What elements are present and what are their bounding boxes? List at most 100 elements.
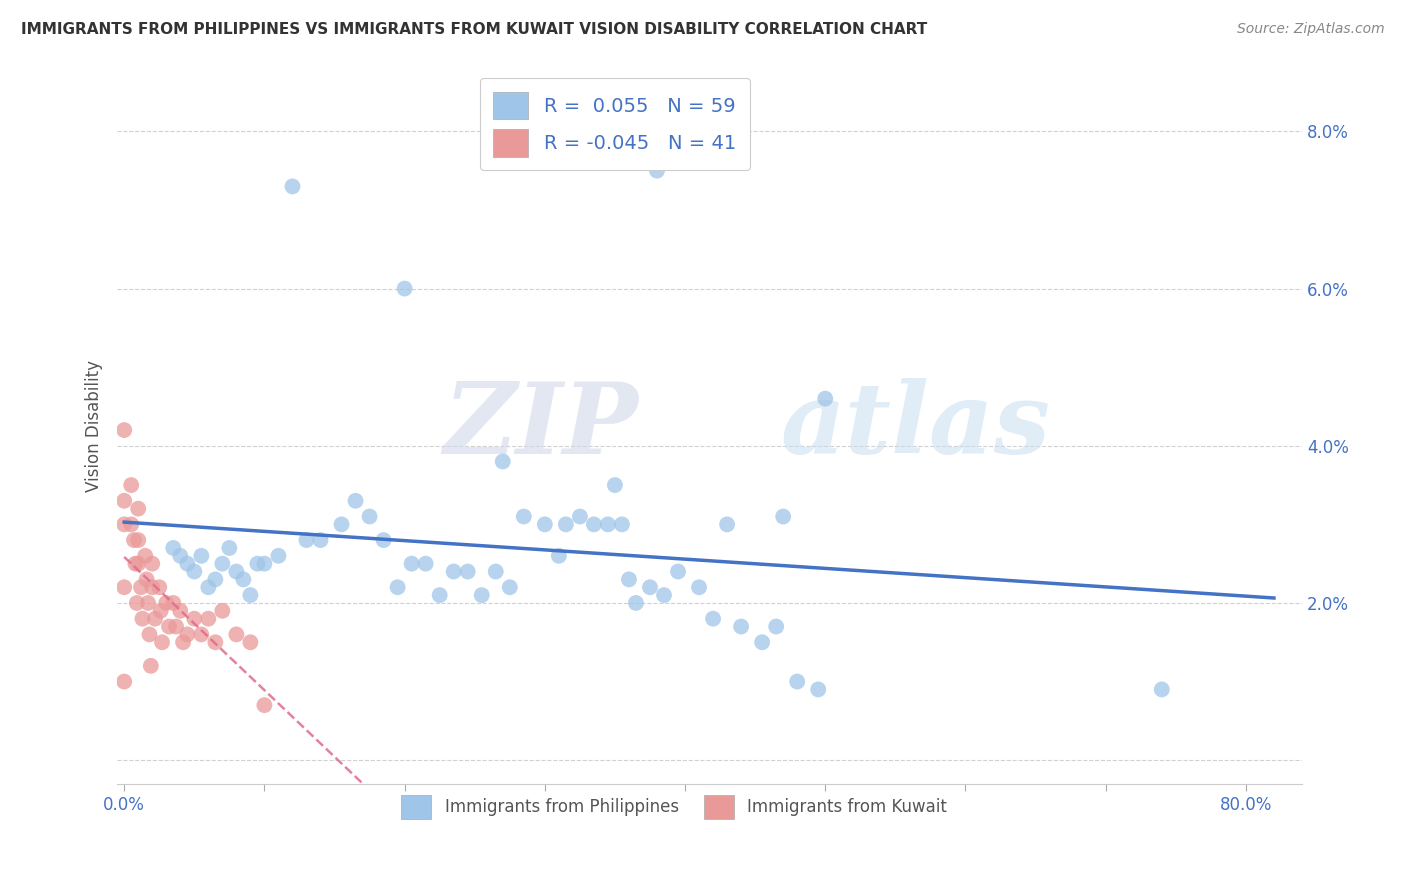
Point (443, 565, 465, 579)
Point (183, 565, 205, 579)
Point (211, 557, 233, 571)
Point (239, 588, 262, 602)
Point (218, 541, 240, 555)
Point (666, 565, 689, 579)
Point (190, 627, 212, 641)
Point (295, 533, 318, 547)
Point (330, 517, 353, 532)
Point (112, 674, 135, 689)
Point (136, 596, 159, 610)
Point (1150, 682, 1173, 697)
Text: ZIP: ZIP (443, 378, 638, 475)
Point (457, 565, 479, 579)
Point (141, 580, 163, 594)
Point (253, 557, 276, 571)
Point (197, 580, 219, 594)
Point (373, 533, 395, 547)
Point (513, 509, 536, 524)
Point (309, 533, 332, 547)
Point (253, 698, 276, 713)
Point (232, 573, 254, 587)
Point (143, 612, 166, 626)
Point (246, 557, 269, 571)
Point (547, 549, 569, 563)
Point (688, 580, 710, 594)
Point (267, 549, 290, 563)
Point (176, 627, 198, 641)
Text: Source: ZipAtlas.com: Source: ZipAtlas.com (1237, 22, 1385, 37)
Point (122, 533, 145, 547)
Point (429, 588, 451, 602)
Point (149, 604, 172, 618)
Point (112, 423, 135, 437)
Point (176, 557, 198, 571)
Point (127, 557, 149, 571)
Point (157, 619, 180, 633)
Point (394, 282, 416, 296)
Point (638, 580, 661, 594)
Point (150, 635, 173, 649)
Point (814, 392, 837, 406)
Point (485, 565, 508, 579)
Point (596, 517, 619, 532)
Point (534, 517, 557, 532)
Point (148, 580, 170, 594)
Point (751, 635, 773, 649)
Point (169, 549, 191, 563)
Point (155, 596, 177, 610)
Point (112, 493, 135, 508)
Point (617, 573, 640, 587)
Point (135, 573, 157, 587)
Point (359, 509, 381, 524)
Y-axis label: Vision Disability: Vision Disability (86, 360, 103, 492)
Point (129, 580, 152, 594)
Point (204, 635, 226, 649)
Point (702, 612, 724, 626)
Point (134, 549, 156, 563)
Point (211, 604, 233, 618)
Point (624, 596, 647, 610)
Point (169, 604, 191, 618)
Point (162, 596, 184, 610)
Point (120, 517, 142, 532)
Point (610, 517, 633, 532)
Point (197, 612, 219, 626)
Point (183, 612, 205, 626)
Point (239, 635, 262, 649)
Point (125, 596, 148, 610)
Point (401, 557, 423, 571)
Point (204, 573, 226, 587)
Point (652, 588, 675, 602)
Point (471, 588, 494, 602)
Point (162, 541, 184, 555)
Point (554, 517, 576, 532)
Point (190, 549, 212, 563)
Point (138, 627, 160, 641)
Point (172, 635, 194, 649)
Point (344, 493, 367, 508)
Point (582, 517, 605, 532)
Point (603, 478, 626, 492)
Point (120, 478, 142, 492)
Point (765, 619, 787, 633)
Point (124, 557, 146, 571)
Point (716, 517, 738, 532)
Point (225, 627, 247, 641)
Text: atlas: atlas (780, 378, 1050, 475)
Point (568, 509, 591, 524)
Point (492, 454, 515, 468)
Point (772, 509, 794, 524)
Point (131, 612, 153, 626)
Point (141, 557, 163, 571)
Point (112, 517, 135, 532)
Point (645, 163, 668, 178)
Point (807, 682, 830, 697)
Point (127, 533, 149, 547)
Legend: Immigrants from Philippines, Immigrants from Kuwait: Immigrants from Philippines, Immigrants … (395, 789, 953, 825)
Point (499, 580, 522, 594)
Point (139, 658, 162, 673)
Point (387, 580, 409, 594)
Point (225, 565, 247, 579)
Point (165, 619, 187, 633)
Point (127, 501, 149, 516)
